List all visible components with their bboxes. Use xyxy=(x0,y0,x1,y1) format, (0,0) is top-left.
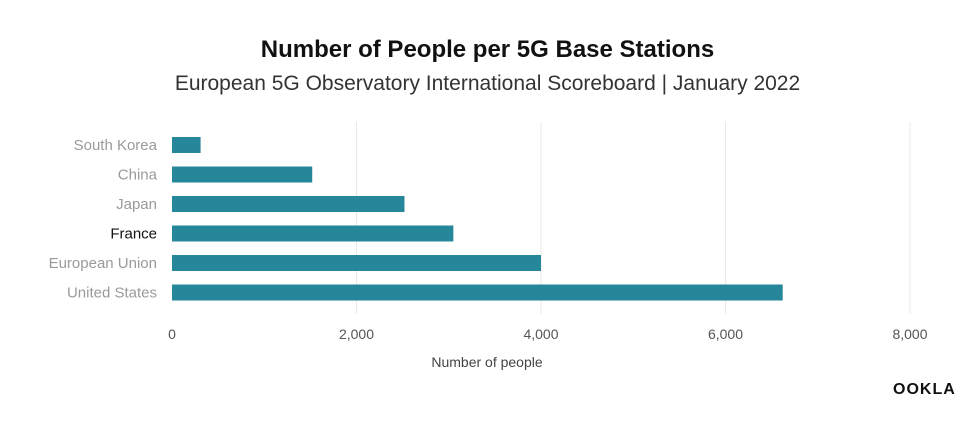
grid-lines xyxy=(356,122,911,314)
category-label: United States xyxy=(67,285,157,302)
category-labels: South Korea China Japan France European Unio… xyxy=(49,137,158,302)
chart-title: Number of People per 5G Base Stations xyxy=(260,36,715,63)
bars xyxy=(172,137,783,301)
category-label: European Union xyxy=(49,255,157,272)
x-tick-label: 0 xyxy=(168,326,176,342)
x-tick-label: 4,000 xyxy=(523,326,558,342)
bar-united-states xyxy=(172,284,783,301)
bar-european-union xyxy=(172,255,541,271)
bar-france xyxy=(172,225,454,242)
chart-subtitle: European 5G Observatory International Sc… xyxy=(174,72,801,95)
x-tick-label: 2,000 xyxy=(339,326,374,342)
category-label: South Korea xyxy=(74,137,158,154)
category-label: Japan xyxy=(116,196,157,213)
x-tick-labels: 0 2,000 4,000 6,000 8,000 xyxy=(168,326,928,342)
ookla-logo: OOKLA xyxy=(893,381,956,398)
x-tick-label: 6,000 xyxy=(708,326,743,342)
bar-japan xyxy=(172,196,405,212)
x-axis-label: Number of people xyxy=(431,354,543,370)
x-tick-label: 8,000 xyxy=(892,326,927,342)
bar-china xyxy=(172,166,313,183)
bar-south-korea xyxy=(172,137,201,153)
category-label: France xyxy=(110,226,157,243)
category-label: China xyxy=(118,167,158,184)
